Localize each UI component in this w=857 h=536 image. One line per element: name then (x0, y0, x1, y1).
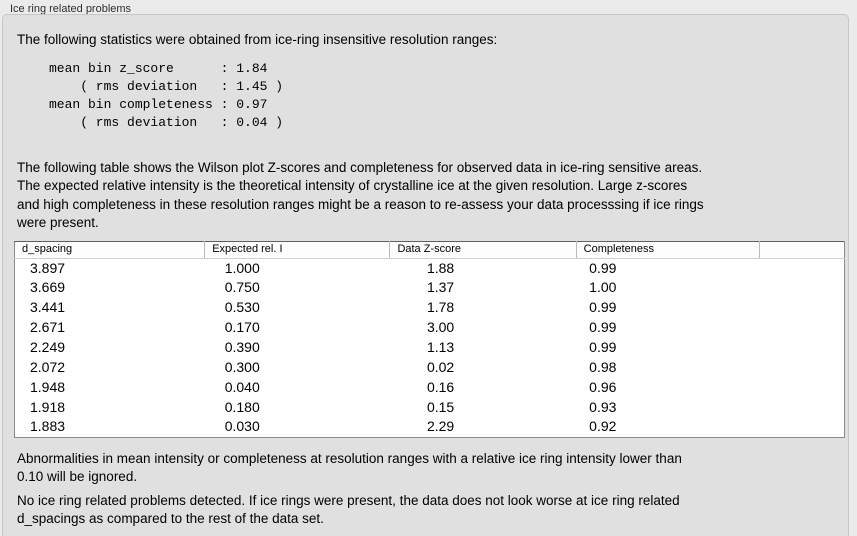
stats-line: mean bin z_score : 1.84 (49, 60, 268, 76)
table-row[interactable]: 2.249 0.390 1.13 0.99 (15, 338, 845, 358)
table-cell: 0.98 (589, 358, 617, 375)
table-header-cell (759, 241, 845, 259)
table-cell: 0.99 (589, 299, 617, 316)
table-row[interactable]: 3.441 0.530 1.78 0.99 (15, 298, 845, 318)
table-cell-empty (759, 377, 844, 397)
table-row[interactable]: 1.948 0.040 0.16 0.96 (15, 377, 845, 397)
table-cell: 0.96 (589, 378, 617, 395)
table-row[interactable]: 2.671 0.170 3.00 0.99 (15, 318, 845, 338)
stats-line: mean bin completeness : 0.97 (49, 96, 268, 112)
ice-ring-groupbox: The following statistics were obtained f… (2, 14, 849, 536)
table-header-cell[interactable]: Expected rel. I (204, 241, 391, 259)
description-line: The following table shows the Wilson plo… (17, 159, 703, 175)
table-cell: 1.13 (426, 339, 455, 355)
ice-ring-table[interactable]: d_spacing Expected rel. I Data Z-score C… (14, 240, 845, 438)
table-cell: 0.300 (224, 358, 260, 375)
table-cell-empty (759, 298, 844, 318)
table-cell: 0.040 (224, 378, 260, 395)
ignore-note-line: Abnormalities in mean intensity or compl… (17, 450, 682, 466)
table-cell: 3.441 (30, 299, 66, 316)
table-header-row: d_spacing Expected rel. I Data Z-score C… (14, 241, 845, 259)
description-line: and high completeness in these resolutio… (17, 196, 704, 212)
table-cell: 3.669 (30, 279, 66, 296)
table-header-cell[interactable]: d_spacing (14, 241, 206, 259)
table-cell: 0.180 (224, 398, 260, 415)
table-cell: 0.92 (589, 418, 617, 435)
table-cell: 0.530 (224, 299, 260, 316)
table-cell: 0.93 (589, 398, 617, 415)
table-cell-empty (759, 357, 844, 377)
table-cell: 0.99 (589, 259, 617, 276)
table-cell: 1.37 (426, 279, 455, 296)
description-line: were present. (17, 215, 99, 230)
conclusion-line: No ice ring related problems detected. I… (17, 492, 680, 508)
table-cell-empty (759, 258, 844, 278)
description-line: The expected relative intensity is the t… (17, 178, 688, 193)
table-cell: 1.918 (30, 398, 66, 415)
table-cell: 1.883 (30, 418, 66, 435)
table-cell: 0.15 (426, 398, 455, 415)
table-cell: 2.072 (30, 358, 66, 375)
description-text: The following table shows the Wilson plo… (17, 159, 834, 233)
ignore-note-line: 0.10 will be ignored. (17, 469, 138, 485)
table-cell: 0.99 (589, 319, 617, 336)
stats-line: ( rms deviation : 0.04 ) (49, 114, 284, 130)
table-cell-empty (759, 278, 844, 298)
table-cell: 3.00 (426, 319, 455, 336)
table-row[interactable]: 2.072 0.300 0.02 0.98 (15, 357, 845, 377)
stats-line: ( rms deviation : 1.45 ) (49, 78, 284, 94)
table-body: 3.897 1.000 1.88 0.99 3.669 0.750 1.37 1.00 3.44… (15, 258, 845, 437)
table-row[interactable]: 1.883 0.030 2.29 0.92 (15, 417, 845, 437)
conclusion-line: d_spacings as compared to the rest of th… (17, 511, 324, 527)
conclusion-text: No ice ring related problems detected. I… (17, 492, 834, 529)
intro-text: The following statistics were obtained f… (17, 32, 498, 47)
ignore-note-text: Abnormalities in mean intensity or compl… (17, 450, 834, 487)
table-header-cell[interactable]: Completeness (576, 241, 760, 259)
table-cell: 0.02 (426, 358, 455, 375)
table-cell: 1.00 (589, 279, 617, 296)
table-cell: 1.000 (224, 259, 260, 276)
table-cell: 0.030 (224, 418, 260, 435)
stats-block: mean bin z_score : 1.84 ( rms deviation … (49, 60, 834, 132)
table-row[interactable]: 3.669 0.750 1.37 1.00 (15, 278, 845, 298)
table-cell-empty (759, 397, 844, 417)
table-cell: 0.16 (426, 378, 455, 395)
table-cell: 1.948 (30, 378, 66, 395)
table-cell: 2.29 (426, 418, 455, 435)
table-cell: 3.897 (30, 259, 66, 276)
panel-title: Ice ring related problems (10, 3, 132, 15)
table-cell: 2.249 (30, 339, 66, 355)
table-row[interactable]: 1.918 0.180 0.15 0.93 (15, 397, 845, 417)
table-cell: 0.750 (224, 279, 260, 296)
table-cell: 0.99 (589, 339, 617, 355)
table-header-cell[interactable]: Data Z-score (389, 241, 577, 259)
table-cell-empty (759, 338, 844, 358)
table-row[interactable]: 3.897 1.000 1.88 0.99 (15, 258, 845, 278)
table-cell: 0.170 (224, 319, 260, 336)
table-cell: 1.88 (426, 259, 455, 276)
table-cell-empty (759, 318, 844, 338)
table-cell: 2.671 (30, 319, 66, 336)
table-cell: 0.390 (224, 339, 260, 355)
table-cell: 1.78 (426, 299, 455, 316)
table-cell-empty (759, 417, 844, 437)
